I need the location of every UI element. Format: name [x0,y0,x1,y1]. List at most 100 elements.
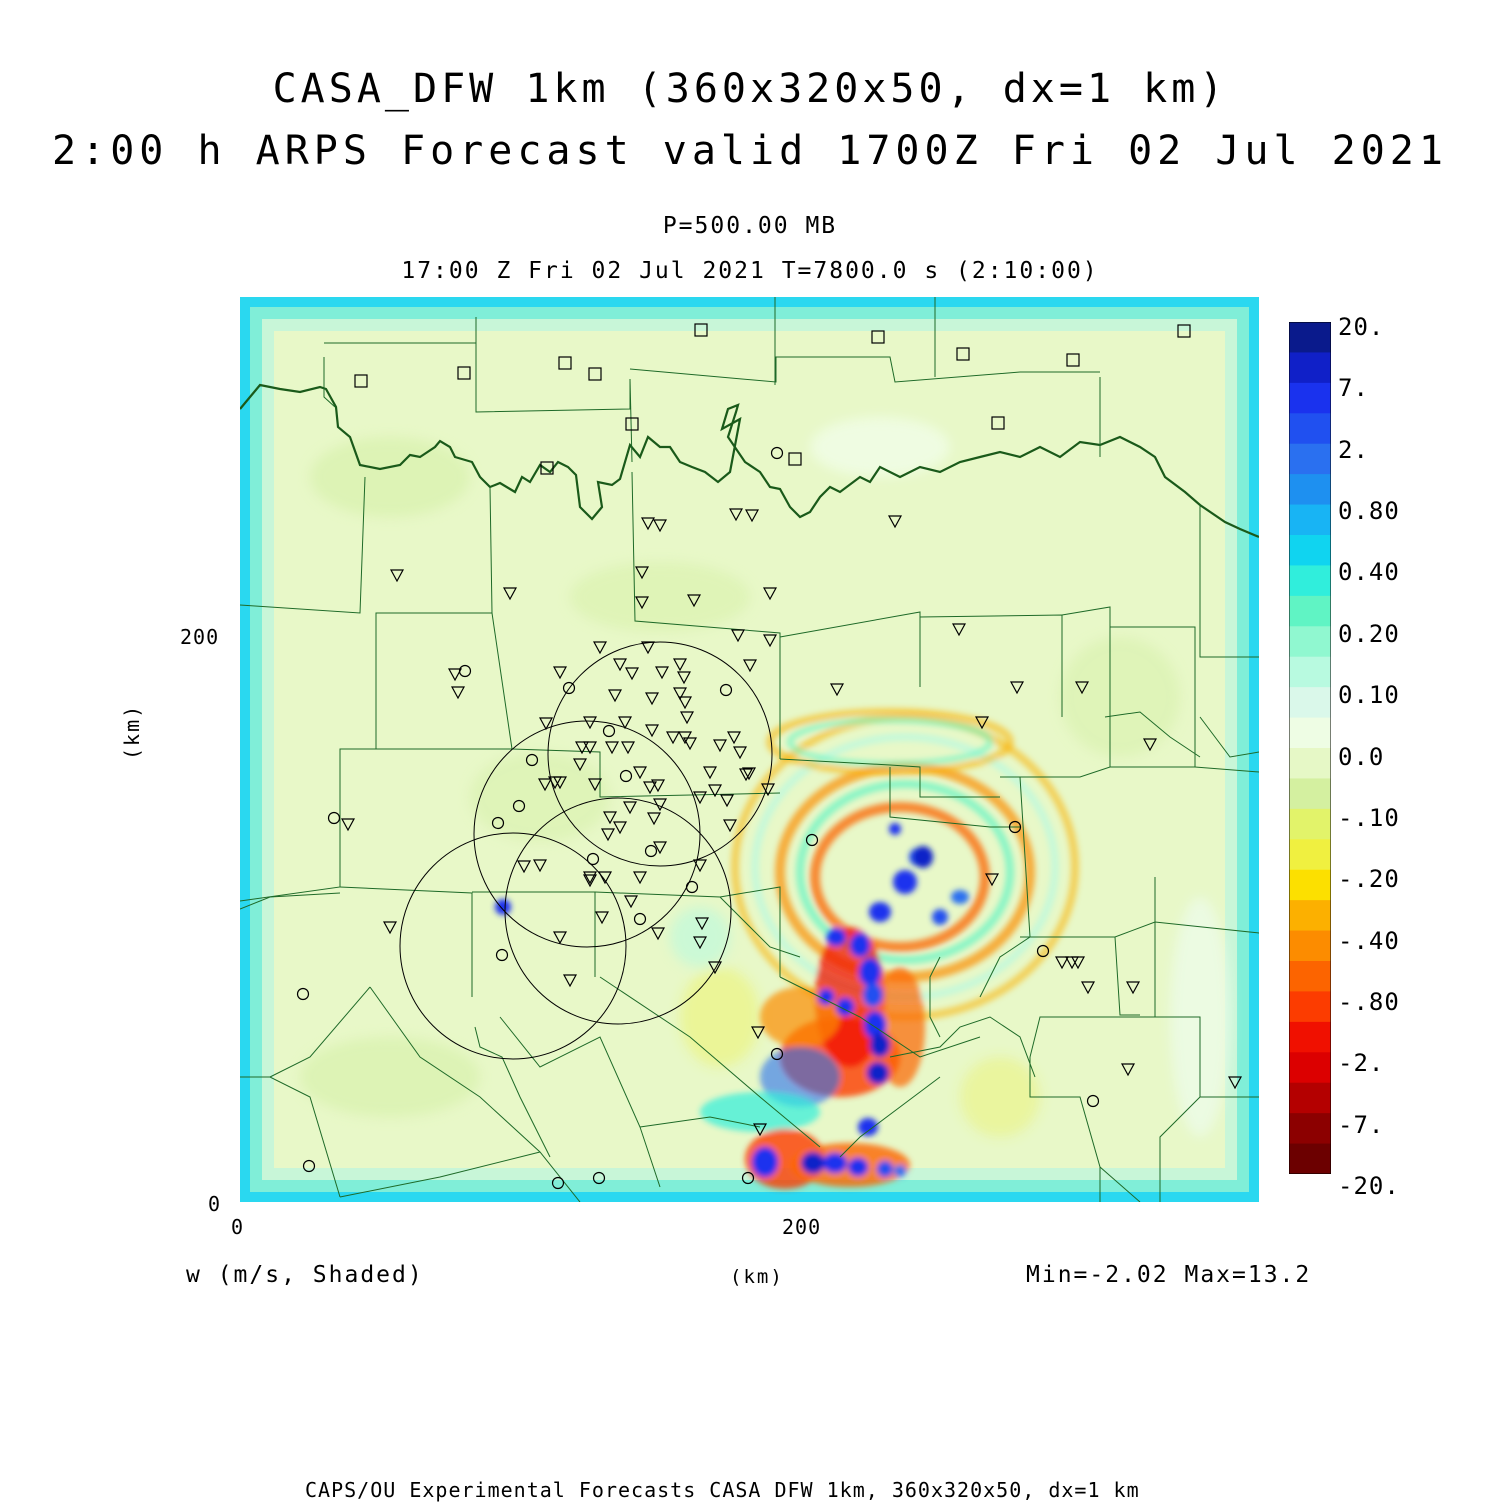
colorbar-cells [1289,322,1331,1174]
station-triangle-marker [1142,738,1158,752]
x-tick-0: 0 [231,1215,245,1239]
colorbar-label: -2. [1338,1049,1385,1078]
pressure-level: P=500.00 MB [662,213,838,239]
colorbar-label: -7. [1338,1110,1385,1139]
station-triangle-marker [646,812,662,826]
station-triangle-marker [450,686,466,700]
station-triangle-marker [677,731,693,745]
station-square-marker [991,416,1005,430]
station-triangle-marker [984,873,1000,887]
station-triangle-marker [624,667,640,681]
y-tick-0: 0 [208,1192,222,1216]
station-circle-marker [512,799,526,813]
station-triangle-marker [694,917,710,931]
station-triangle-marker [732,746,748,760]
station-square-marker [625,417,639,431]
station-circle-marker [805,833,819,847]
station-triangle-marker [597,871,613,885]
station-triangle-marker [574,741,590,755]
valid-time: 17:00 Z Fri 02 Jul 2021 T=7800.0 s (2:10… [401,258,1099,284]
station-triangle-marker [632,766,648,780]
station-triangle-marker [582,716,598,730]
station-triangle-marker [654,666,670,680]
colorbar-cell [1289,474,1331,506]
colorbar-cell [1289,565,1331,597]
station-triangle-marker [1227,1076,1243,1090]
station-triangle-marker [742,659,758,673]
station-triangle-marker [552,666,568,680]
colorbar-cell [1289,382,1331,414]
station-circle-marker [1036,944,1050,958]
station-triangle-marker [707,961,723,975]
station-triangle-marker [644,724,660,738]
station-square-marker [457,366,471,380]
station-triangle-marker [762,587,778,601]
x-axis-label: (km) [730,1266,784,1288]
station-triangle-marker [572,758,588,772]
y-axis-label: (km) [120,703,144,760]
w-field-map [240,297,1259,1202]
station-square-marker [1066,353,1080,367]
colorbar-label: 0.20 [1338,619,1400,648]
station-triangle-marker [728,508,744,522]
station-triangle-marker [741,767,757,781]
station-triangle-marker [612,658,628,672]
colorbar-cell [1289,717,1331,749]
station-triangle-marker [887,515,903,529]
colorbar-cell [1289,626,1331,658]
station-triangle-marker [682,737,698,751]
station-triangle-marker [640,641,656,655]
station-triangle-marker [582,871,598,885]
colorbar-cell [1289,1082,1331,1114]
station-triangle-marker [692,859,708,873]
station-square-marker [956,347,970,361]
station-triangle-marker [604,741,620,755]
station-triangle-marker [974,716,990,730]
station-triangle-marker [552,776,568,790]
station-triangle-marker [340,818,356,832]
station-circle-marker [562,681,576,695]
station-triangle-marker [592,641,608,655]
station-triangle-marker [726,731,742,745]
title-line-2: 2:00 h ARPS Forecast valid 1700Z Fri 02 … [52,128,1448,174]
colorbar-cell [1289,595,1331,627]
station-triangle-marker [642,781,658,795]
station-circle-marker [1008,820,1022,834]
station-circle-marker [770,1047,784,1061]
station-circle-marker [633,912,647,926]
station-square-marker [1177,324,1191,338]
station-triangle-marker [719,794,735,808]
station-triangle-marker [382,921,398,935]
colorbar-cell [1289,687,1331,719]
colorbar-cell [1289,808,1331,840]
colorbar-cell [1289,1052,1331,1084]
colorbar-label: 0.10 [1338,681,1400,710]
station-triangle-marker [686,594,702,608]
station-circle-marker [296,987,310,1001]
station-triangle-marker [1120,1063,1136,1077]
station-triangle-marker [600,828,616,842]
colorbar-cell [1289,1113,1331,1145]
colorbar-cell [1289,991,1331,1023]
colorbar-cell [1289,778,1331,810]
station-triangle-marker [594,911,610,925]
station-triangle-marker [502,587,518,601]
station-triangle-marker [722,819,738,833]
station-triangle-marker [692,936,708,950]
station-triangle-marker [622,801,638,815]
station-triangle-marker [730,629,746,643]
colorbar-label: -.80 [1338,987,1400,1016]
radar-ring-1 [547,641,773,867]
station-triangle-marker [752,1123,768,1137]
colorbar-label: 0.40 [1338,558,1400,587]
station-triangle-marker [760,783,776,797]
station-circle-marker [770,446,784,460]
station-triangle-marker [632,871,648,885]
station-triangle-marker [672,687,688,701]
station-triangle-marker [679,711,695,725]
station-triangle-marker [623,895,639,909]
station-triangle-marker [652,798,668,812]
station-circle-marker [586,852,600,866]
station-triangle-marker [640,517,656,531]
station-triangle-marker [762,634,778,648]
